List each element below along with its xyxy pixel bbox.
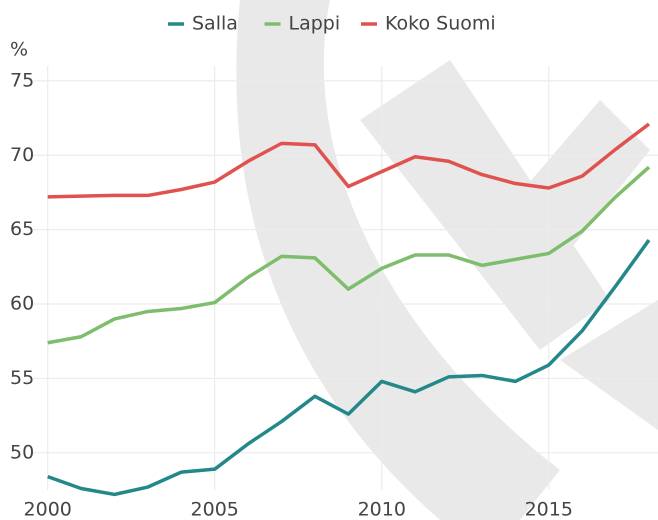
x-tick-label: 2015 — [525, 499, 573, 520]
x-tick-label: 2005 — [191, 499, 239, 520]
legend-label: Lappi — [289, 13, 341, 35]
legend-label: Koko Suomi — [385, 13, 496, 35]
watermark — [236, 0, 658, 520]
y-tick-label: 70 — [10, 144, 34, 166]
legend-label: Salla — [192, 13, 238, 35]
x-tick-label: 2000 — [24, 499, 72, 520]
y-tick-label: 50 — [10, 441, 34, 463]
y-axis-label: % — [10, 39, 28, 61]
y-tick-label: 75 — [10, 69, 34, 91]
line-series — [47, 239, 651, 497]
line-series — [47, 122, 651, 199]
line-series — [47, 165, 651, 345]
y-tick-label: 60 — [10, 293, 34, 315]
x-tick-label: 2010 — [358, 499, 406, 520]
y-tick-label: 65 — [10, 218, 34, 240]
y-tick-label: 55 — [10, 367, 34, 389]
